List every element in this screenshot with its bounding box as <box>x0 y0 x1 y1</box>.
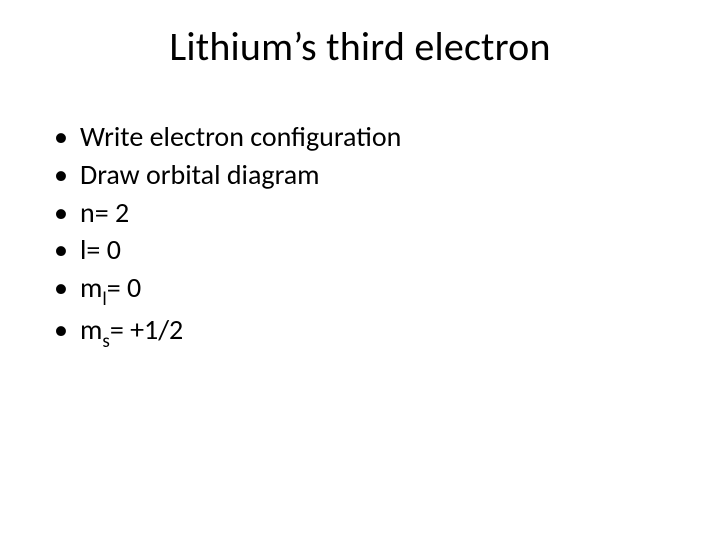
slide: Lithium’s third electron Write electron … <box>0 0 720 540</box>
list-item: Write electron configuration <box>50 118 670 156</box>
slide-body: Write electron configuration Draw orbita… <box>50 118 670 354</box>
bullet-rest: = 0 <box>107 270 141 305</box>
bullet-base: m <box>80 270 102 305</box>
bullet-base: m <box>80 312 102 347</box>
bullet-text: n= 2 <box>80 195 129 230</box>
list-item: ms= +1/2 <box>50 311 670 353</box>
list-item: n= 2 <box>50 194 670 232</box>
list-item: l= 0 <box>50 231 670 269</box>
bullet-text: Draw orbital diagram <box>80 157 320 192</box>
bullet-subscript: l <box>102 288 106 311</box>
bullet-subscript: s <box>102 330 109 353</box>
list-item: ml= 0 <box>50 269 670 311</box>
bullet-list: Write electron configuration Draw orbita… <box>50 118 670 354</box>
slide-title: Lithium’s third electron <box>0 22 720 71</box>
bullet-rest: = +1/2 <box>110 312 183 347</box>
bullet-text: l= 0 <box>80 232 121 267</box>
bullet-text: Write electron configuration <box>80 119 401 154</box>
list-item: Draw orbital diagram <box>50 156 670 194</box>
